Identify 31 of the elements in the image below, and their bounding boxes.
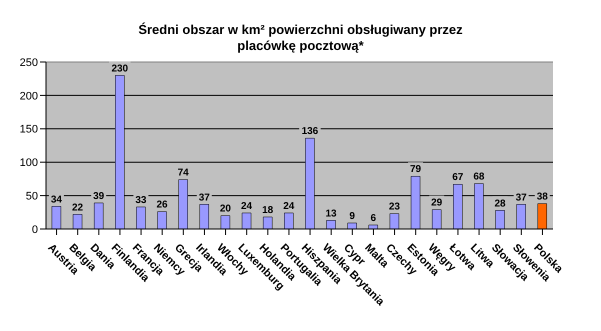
data-label: 29 (431, 198, 443, 209)
y-tick-label: 100 (20, 157, 38, 170)
data-label: 23 (388, 202, 400, 213)
data-label: 230 (111, 63, 129, 74)
data-label: 33 (135, 194, 147, 206)
data-label: 22 (72, 202, 84, 214)
data-label: 74 (178, 168, 190, 179)
y-tick-label: 0 (32, 224, 38, 236)
data-label: 28 (494, 198, 506, 210)
data-label: 68 (473, 172, 485, 183)
data-label: 37 (516, 192, 528, 204)
data-label: 20 (220, 204, 232, 215)
data-label: 67 (452, 172, 464, 184)
y-tick-label: 250 (20, 56, 38, 69)
data-label: 39 (93, 190, 105, 202)
data-label: 38 (536, 192, 548, 203)
data-label: 26 (156, 200, 168, 211)
data-label: 13 (325, 208, 338, 220)
y-tick-label: 200 (20, 90, 38, 102)
data-label: 34 (50, 194, 62, 206)
data-label: 37 (198, 192, 210, 204)
data-label: 79 (410, 164, 422, 176)
y-tick-label: 150 (20, 124, 38, 136)
data-label: 9 (349, 210, 356, 222)
data-label: 18 (262, 204, 274, 216)
chart-title: Średni obszar w km² powierzchni obsługiwany przez placówkę pocztową* (137, 21, 464, 54)
data-label: 6 (370, 212, 377, 224)
data-label: 24 (240, 200, 253, 212)
data-label: 24 (283, 200, 295, 212)
y-tick-label: 50 (26, 190, 38, 203)
data-label: 136 (302, 126, 319, 138)
